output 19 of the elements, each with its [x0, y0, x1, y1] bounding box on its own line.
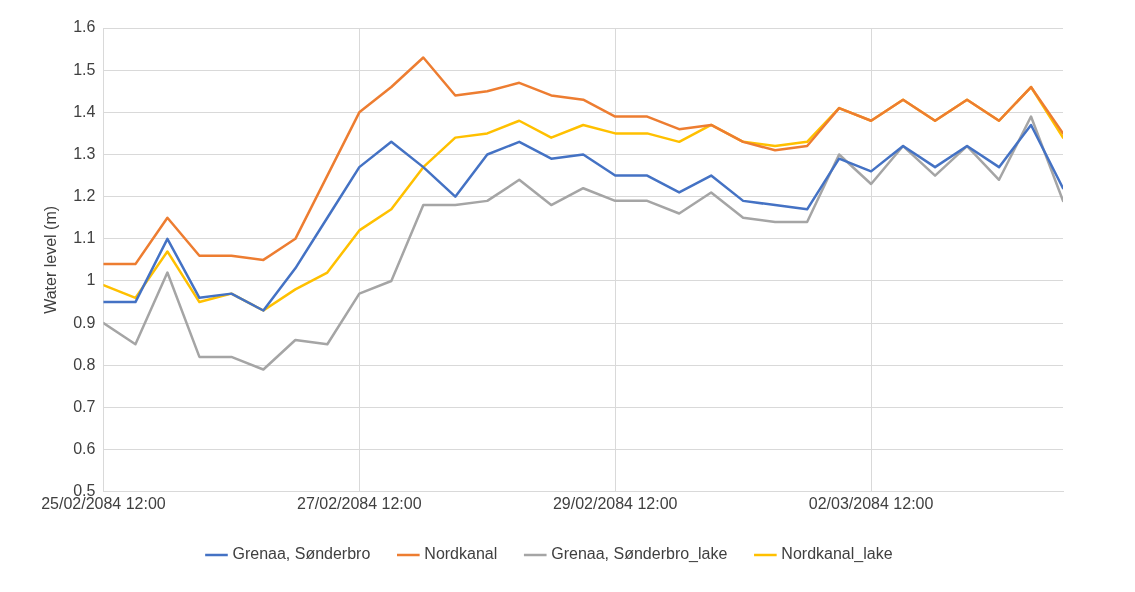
y-tick-label: 1	[86, 271, 96, 289]
y-tick-label: 1.3	[73, 144, 96, 162]
y-tick-label: 1.5	[73, 60, 96, 78]
legend-label: Grenaa, Sønderbro_lake	[551, 545, 728, 564]
x-tick-label: 27/02/2084 12:00	[297, 494, 422, 512]
y-axis-title: Water level (m)	[42, 205, 60, 314]
x-tick-label: 02/03/2084 12:00	[808, 494, 934, 512]
legend-label: Grenaa, Sønderbro	[232, 545, 371, 563]
y-tick-label: 1.6	[73, 18, 96, 36]
y-tick-label: 0.8	[73, 355, 96, 373]
legend-label: Nordkanal_lake	[781, 545, 893, 564]
y-tick-label: 1.1	[73, 229, 96, 247]
y-tick-label: 0.6	[73, 440, 96, 458]
x-tick-label: 29/02/2084 12:00	[552, 494, 678, 512]
y-tick-label: 1.2	[73, 187, 96, 205]
y-tick-label: 0.9	[73, 313, 96, 331]
y-tick-label: 1.4	[73, 102, 96, 120]
y-tick-label: 0.7	[73, 397, 96, 415]
legend-label: Nordkanal	[424, 545, 498, 563]
